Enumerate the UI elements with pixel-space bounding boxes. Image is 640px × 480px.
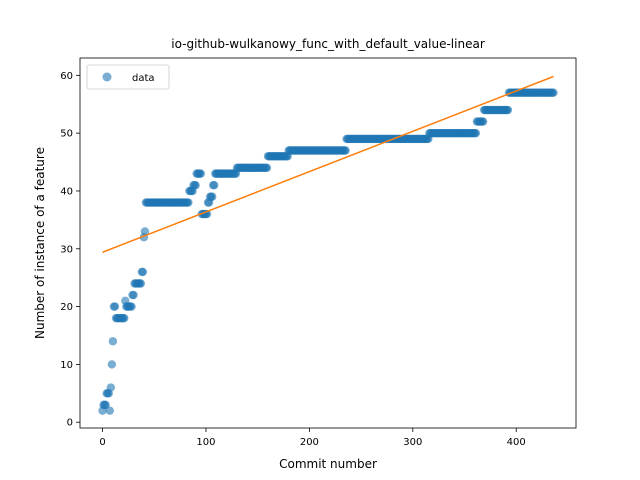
chart-title: io-github-wulkanowy_func_with_default_va… — [171, 37, 485, 51]
x-tick-label-1: 100 — [196, 437, 215, 448]
legend-label-data: data — [132, 73, 155, 84]
data-point-41 — [140, 227, 150, 236]
data-point-21 — [120, 313, 129, 323]
plot-area — [98, 75, 558, 415]
axes-frame — [79, 57, 577, 429]
data-point-9 — [107, 360, 117, 369]
legend-marker-data — [102, 72, 112, 82]
data-point-7 — [105, 406, 114, 415]
y-tick-label-0: 0 — [67, 418, 73, 429]
data-point-10 — [108, 337, 118, 346]
x-axis: 0 100 200 300 400 — [99, 428, 526, 448]
data-point-39 — [138, 267, 148, 277]
y-tick-label-4: 40 — [60, 186, 73, 197]
y-tick-label-5: 50 — [60, 129, 73, 140]
x-tick-label-0: 0 — [99, 437, 105, 448]
data-point-235 — [341, 146, 350, 155]
data-point-361 — [471, 128, 481, 138]
data-point-30 — [129, 290, 138, 300]
data-point-95 — [196, 169, 205, 178]
y-tick-label-3: 30 — [60, 244, 73, 255]
data-point-37 — [136, 279, 146, 288]
y-axis: 0 10 20 30 40 50 60 — [60, 71, 80, 429]
data-point-106 — [207, 192, 217, 201]
legend: data — [86, 64, 170, 90]
x-tick-label-2: 200 — [300, 437, 319, 448]
fit-line — [102, 75, 554, 253]
legend-box — [86, 64, 170, 90]
data-point-108 — [210, 180, 219, 190]
x-axis-label: Commit number — [279, 457, 377, 471]
data-point-436 — [549, 88, 558, 97]
x-tick-label-3: 300 — [403, 437, 422, 448]
data-point-28 — [127, 302, 136, 311]
data-point-159 — [262, 163, 272, 173]
data-point-12 — [110, 302, 120, 311]
y-tick-label-1: 10 — [60, 360, 73, 371]
data-point-3 — [101, 400, 110, 410]
y-axis-label: Number of instance of a feature — [33, 147, 47, 339]
data-point-8 — [106, 383, 116, 392]
y-tick-label-2: 20 — [60, 302, 73, 313]
data-point-90 — [191, 180, 200, 190]
data-point-83 — [184, 198, 193, 207]
x-tick-label-4: 400 — [507, 437, 526, 448]
data-point-368 — [478, 117, 488, 126]
data-point-392 — [503, 105, 513, 115]
y-tick-label-6: 60 — [60, 71, 73, 82]
